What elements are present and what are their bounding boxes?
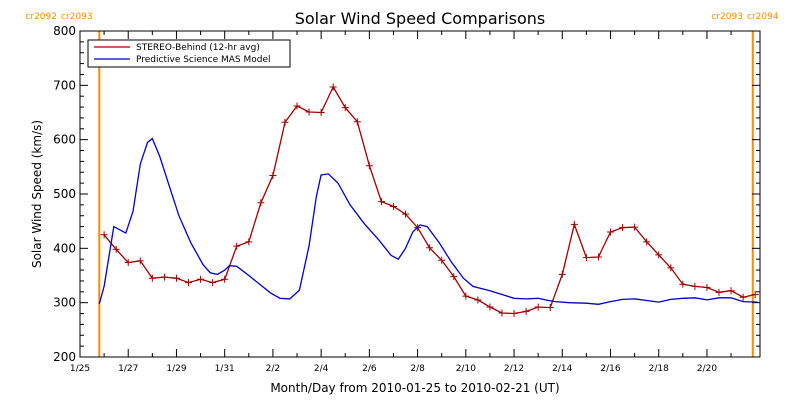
y-tick-label: 200 <box>53 350 76 364</box>
data-point <box>402 210 410 218</box>
series-layer <box>98 83 759 318</box>
data-point <box>474 296 482 304</box>
y-tick-label: 300 <box>53 296 76 310</box>
carrington-label-right: cr2094 <box>747 12 779 22</box>
data-point <box>365 162 373 170</box>
data-point <box>631 223 639 231</box>
y-axis-ticks: 200 300 400 500 600 700 800 <box>53 24 760 364</box>
data-point <box>691 282 699 290</box>
data-point <box>317 109 325 116</box>
data-point <box>257 199 265 207</box>
legend-box <box>87 39 291 68</box>
y-tick-label: 800 <box>53 24 76 38</box>
x-tick-label: 2/20 <box>697 364 717 374</box>
carrington-label-right: cr2093 <box>61 12 93 22</box>
chart-title: Solar Wind Speed Comparisons <box>295 9 546 28</box>
data-point <box>582 254 590 262</box>
x-tick-label: 2/12 <box>504 364 524 374</box>
x-tick-label: 2/2 <box>266 364 280 374</box>
data-point <box>124 258 132 266</box>
data-point <box>438 256 446 264</box>
plot-frame <box>79 30 761 358</box>
data-point <box>100 231 108 239</box>
y-axis-label: Solar Wind Speed (km/s) <box>30 120 44 268</box>
data-point <box>377 198 385 206</box>
data-point <box>486 303 494 311</box>
data-point <box>679 280 687 288</box>
data-point <box>389 202 397 210</box>
carrington-label-left: cr2092 <box>25 12 57 22</box>
x-tick-label: 2/10 <box>456 364 476 374</box>
data-point <box>136 257 144 265</box>
data-point <box>558 270 566 278</box>
data-point <box>655 251 663 259</box>
data-point <box>197 275 205 283</box>
data-point <box>209 279 217 287</box>
data-point <box>172 274 180 282</box>
data-point <box>570 220 578 228</box>
data-point <box>329 83 337 91</box>
x-tick-label: 2/4 <box>314 364 329 374</box>
data-point <box>281 118 289 126</box>
data-point <box>426 244 434 252</box>
data-point <box>233 242 241 250</box>
data-point <box>715 288 723 296</box>
data-point <box>643 238 651 246</box>
legend: STEREO-Behind (12-hr avg) Predictive Sci… <box>87 39 291 68</box>
x-tick-label: 2/16 <box>600 364 620 374</box>
data-point <box>727 287 735 295</box>
data-point <box>606 228 614 236</box>
x-axis-ticks: 1/25 1/27 1/29 1/31 2/2 2/4 2/6 2/8 2/10 2/12 2/14… <box>70 31 732 374</box>
data-point <box>185 279 193 287</box>
x-tick-label: 1/29 <box>166 364 186 374</box>
data-point <box>667 264 675 272</box>
data-point <box>160 273 168 281</box>
x-axis-label: Month/Day from 2010-01-25 to 2010-02-21 … <box>270 381 559 395</box>
y-tick-label: 500 <box>53 187 76 201</box>
data-point <box>498 309 506 317</box>
x-tick-label: 2/8 <box>410 364 425 374</box>
data-point <box>148 274 156 282</box>
data-point <box>522 307 530 315</box>
data-point <box>341 104 349 112</box>
data-point <box>305 108 313 116</box>
x-tick-label: 2/14 <box>552 364 572 374</box>
data-point <box>619 224 627 232</box>
data-point <box>221 275 229 283</box>
data-point <box>534 303 542 311</box>
data-point <box>245 238 253 246</box>
carrington-label-left: cr2093 <box>711 12 743 22</box>
legend-label-model: Predictive Science MAS Model <box>136 55 271 65</box>
data-point <box>112 245 120 253</box>
data-point <box>546 304 554 312</box>
legend-label-stereo: STEREO-Behind (12-hr avg) <box>136 43 260 53</box>
data-point <box>269 172 277 180</box>
x-tick-label: 1/31 <box>215 364 235 374</box>
y-tick-label: 600 <box>53 133 76 147</box>
x-tick-label: 1/25 <box>70 364 90 374</box>
data-point <box>353 118 361 126</box>
y-tick-label: 700 <box>53 78 76 92</box>
data-point <box>703 283 711 291</box>
data-point <box>594 253 602 261</box>
series-line-model <box>98 137 758 305</box>
x-tick-label: 1/27 <box>118 364 138 374</box>
data-point <box>450 273 458 281</box>
data-point <box>293 102 301 110</box>
data-point <box>510 310 518 318</box>
x-tick-label: 2/6 <box>362 364 377 374</box>
data-point <box>751 291 759 299</box>
x-tick-label: 2/18 <box>649 364 669 374</box>
y-tick-label: 400 <box>53 241 76 255</box>
data-point <box>462 292 470 300</box>
data-point <box>739 293 747 301</box>
